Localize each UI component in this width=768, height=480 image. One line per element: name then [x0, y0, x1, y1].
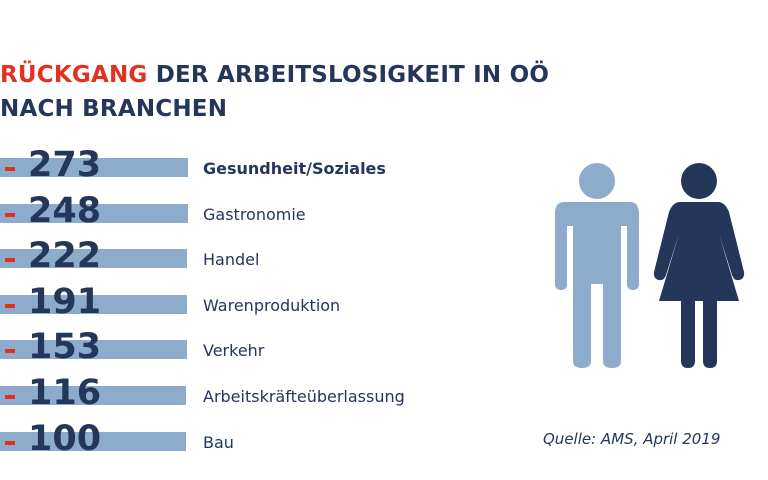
minus-sign: [5, 395, 15, 399]
bar: [0, 158, 188, 177]
bar-chart: 273 Gesundheit/Soziales 248 Gastronomie 222 H…: [0, 145, 520, 466]
category-label: Warenproduktion: [203, 295, 341, 315]
bar: [0, 294, 187, 314]
bar: [0, 203, 188, 223]
minus-sign: [5, 349, 15, 354]
minus-sign: [5, 258, 15, 263]
bar: [0, 431, 186, 451]
source-note: Quelle: AMS, April 2019: [543, 430, 721, 448]
title-line2: NACH BRANCHEN: [0, 96, 228, 122]
bar: [0, 340, 187, 360]
bar-row: 191 Warenproduktion: [0, 282, 520, 329]
minus-sign: [5, 167, 15, 171]
bar-row: 100 Bau: [0, 419, 520, 466]
bar-row: 248 Gastronomie: [0, 191, 520, 238]
title-accent: RÜCKGANG: [0, 62, 148, 88]
bar: [0, 249, 187, 269]
value-label: 222: [28, 236, 102, 277]
people-icons: [555, 163, 745, 368]
man-icon: [555, 163, 639, 368]
bar: [0, 386, 186, 405]
value-label: 116: [28, 373, 102, 413]
category-label: Arbeitskräfteüberlassung: [203, 387, 405, 406]
category-label: Handel: [203, 250, 260, 270]
value-label: 248: [28, 190, 102, 231]
value-label: 191: [28, 281, 102, 322]
value-label: 153: [28, 327, 102, 368]
minus-sign: [5, 303, 15, 308]
chart-title: RÜCKGANG DER ARBEITSLOSIGKEIT IN OÖ NACH …: [0, 58, 549, 126]
category-label: Gesundheit/Soziales: [203, 159, 386, 178]
title-rest: DER ARBEITSLOSIGKEIT IN OÖ: [147, 62, 550, 88]
category-label: Gastronomie: [203, 204, 306, 224]
minus-sign: [5, 212, 15, 217]
bar-row: 116 Arbeitskräfteüberlassung: [0, 373, 520, 420]
bar-row: 273 Gesundheit/Soziales: [0, 145, 520, 192]
bar-row: 153 Verkehr: [0, 327, 520, 374]
category-label: Verkehr: [203, 341, 265, 361]
value-label: 100: [28, 418, 102, 459]
bar-row: 222 Handel: [0, 236, 520, 283]
woman-icon: [653, 163, 745, 368]
category-label: Bau: [203, 432, 234, 452]
minus-sign: [5, 440, 15, 445]
value-label: 273: [28, 145, 102, 185]
